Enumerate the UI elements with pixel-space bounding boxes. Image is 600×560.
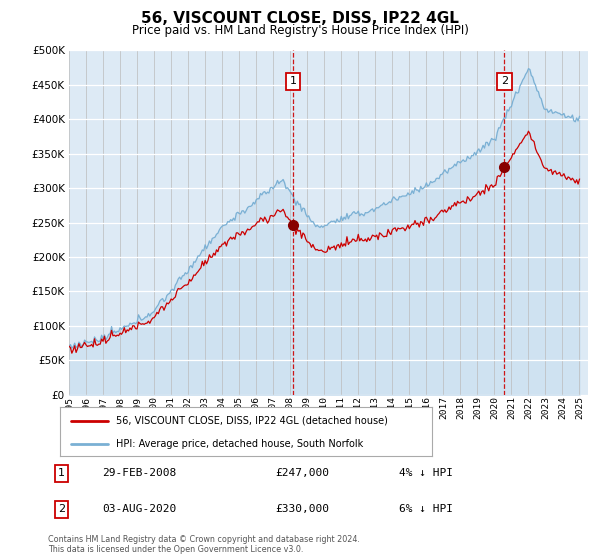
Text: 2: 2 [58, 505, 65, 515]
Text: 56, VISCOUNT CLOSE, DISS, IP22 4GL (detached house): 56, VISCOUNT CLOSE, DISS, IP22 4GL (deta… [116, 416, 388, 426]
Text: £330,000: £330,000 [275, 505, 329, 515]
Text: Price paid vs. HM Land Registry's House Price Index (HPI): Price paid vs. HM Land Registry's House … [131, 24, 469, 36]
Text: HPI: Average price, detached house, South Norfolk: HPI: Average price, detached house, Sout… [116, 439, 363, 449]
Text: 03-AUG-2020: 03-AUG-2020 [102, 505, 176, 515]
Text: 1: 1 [290, 76, 296, 86]
Text: 6% ↓ HPI: 6% ↓ HPI [399, 505, 453, 515]
Text: 56, VISCOUNT CLOSE, DISS, IP22 4GL: 56, VISCOUNT CLOSE, DISS, IP22 4GL [141, 11, 459, 26]
Text: 29-FEB-2008: 29-FEB-2008 [102, 468, 176, 478]
Text: £247,000: £247,000 [275, 468, 329, 478]
Text: 1: 1 [58, 468, 65, 478]
Text: 4% ↓ HPI: 4% ↓ HPI [399, 468, 453, 478]
Text: Contains HM Land Registry data © Crown copyright and database right 2024.
This d: Contains HM Land Registry data © Crown c… [48, 535, 360, 554]
Text: 2: 2 [501, 76, 508, 86]
